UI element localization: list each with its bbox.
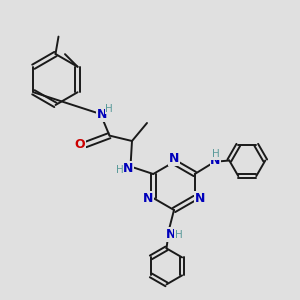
Text: N: N [166, 228, 176, 241]
Text: H: H [105, 103, 113, 114]
Text: H: H [212, 149, 219, 159]
Text: O: O [75, 138, 86, 151]
Text: H: H [175, 230, 183, 240]
Text: N: N [194, 191, 205, 205]
Text: N: N [210, 154, 221, 167]
Text: N: N [169, 152, 179, 165]
Text: N: N [97, 108, 107, 121]
Text: N: N [123, 161, 133, 175]
Text: H: H [116, 165, 124, 175]
Text: N: N [143, 191, 154, 205]
